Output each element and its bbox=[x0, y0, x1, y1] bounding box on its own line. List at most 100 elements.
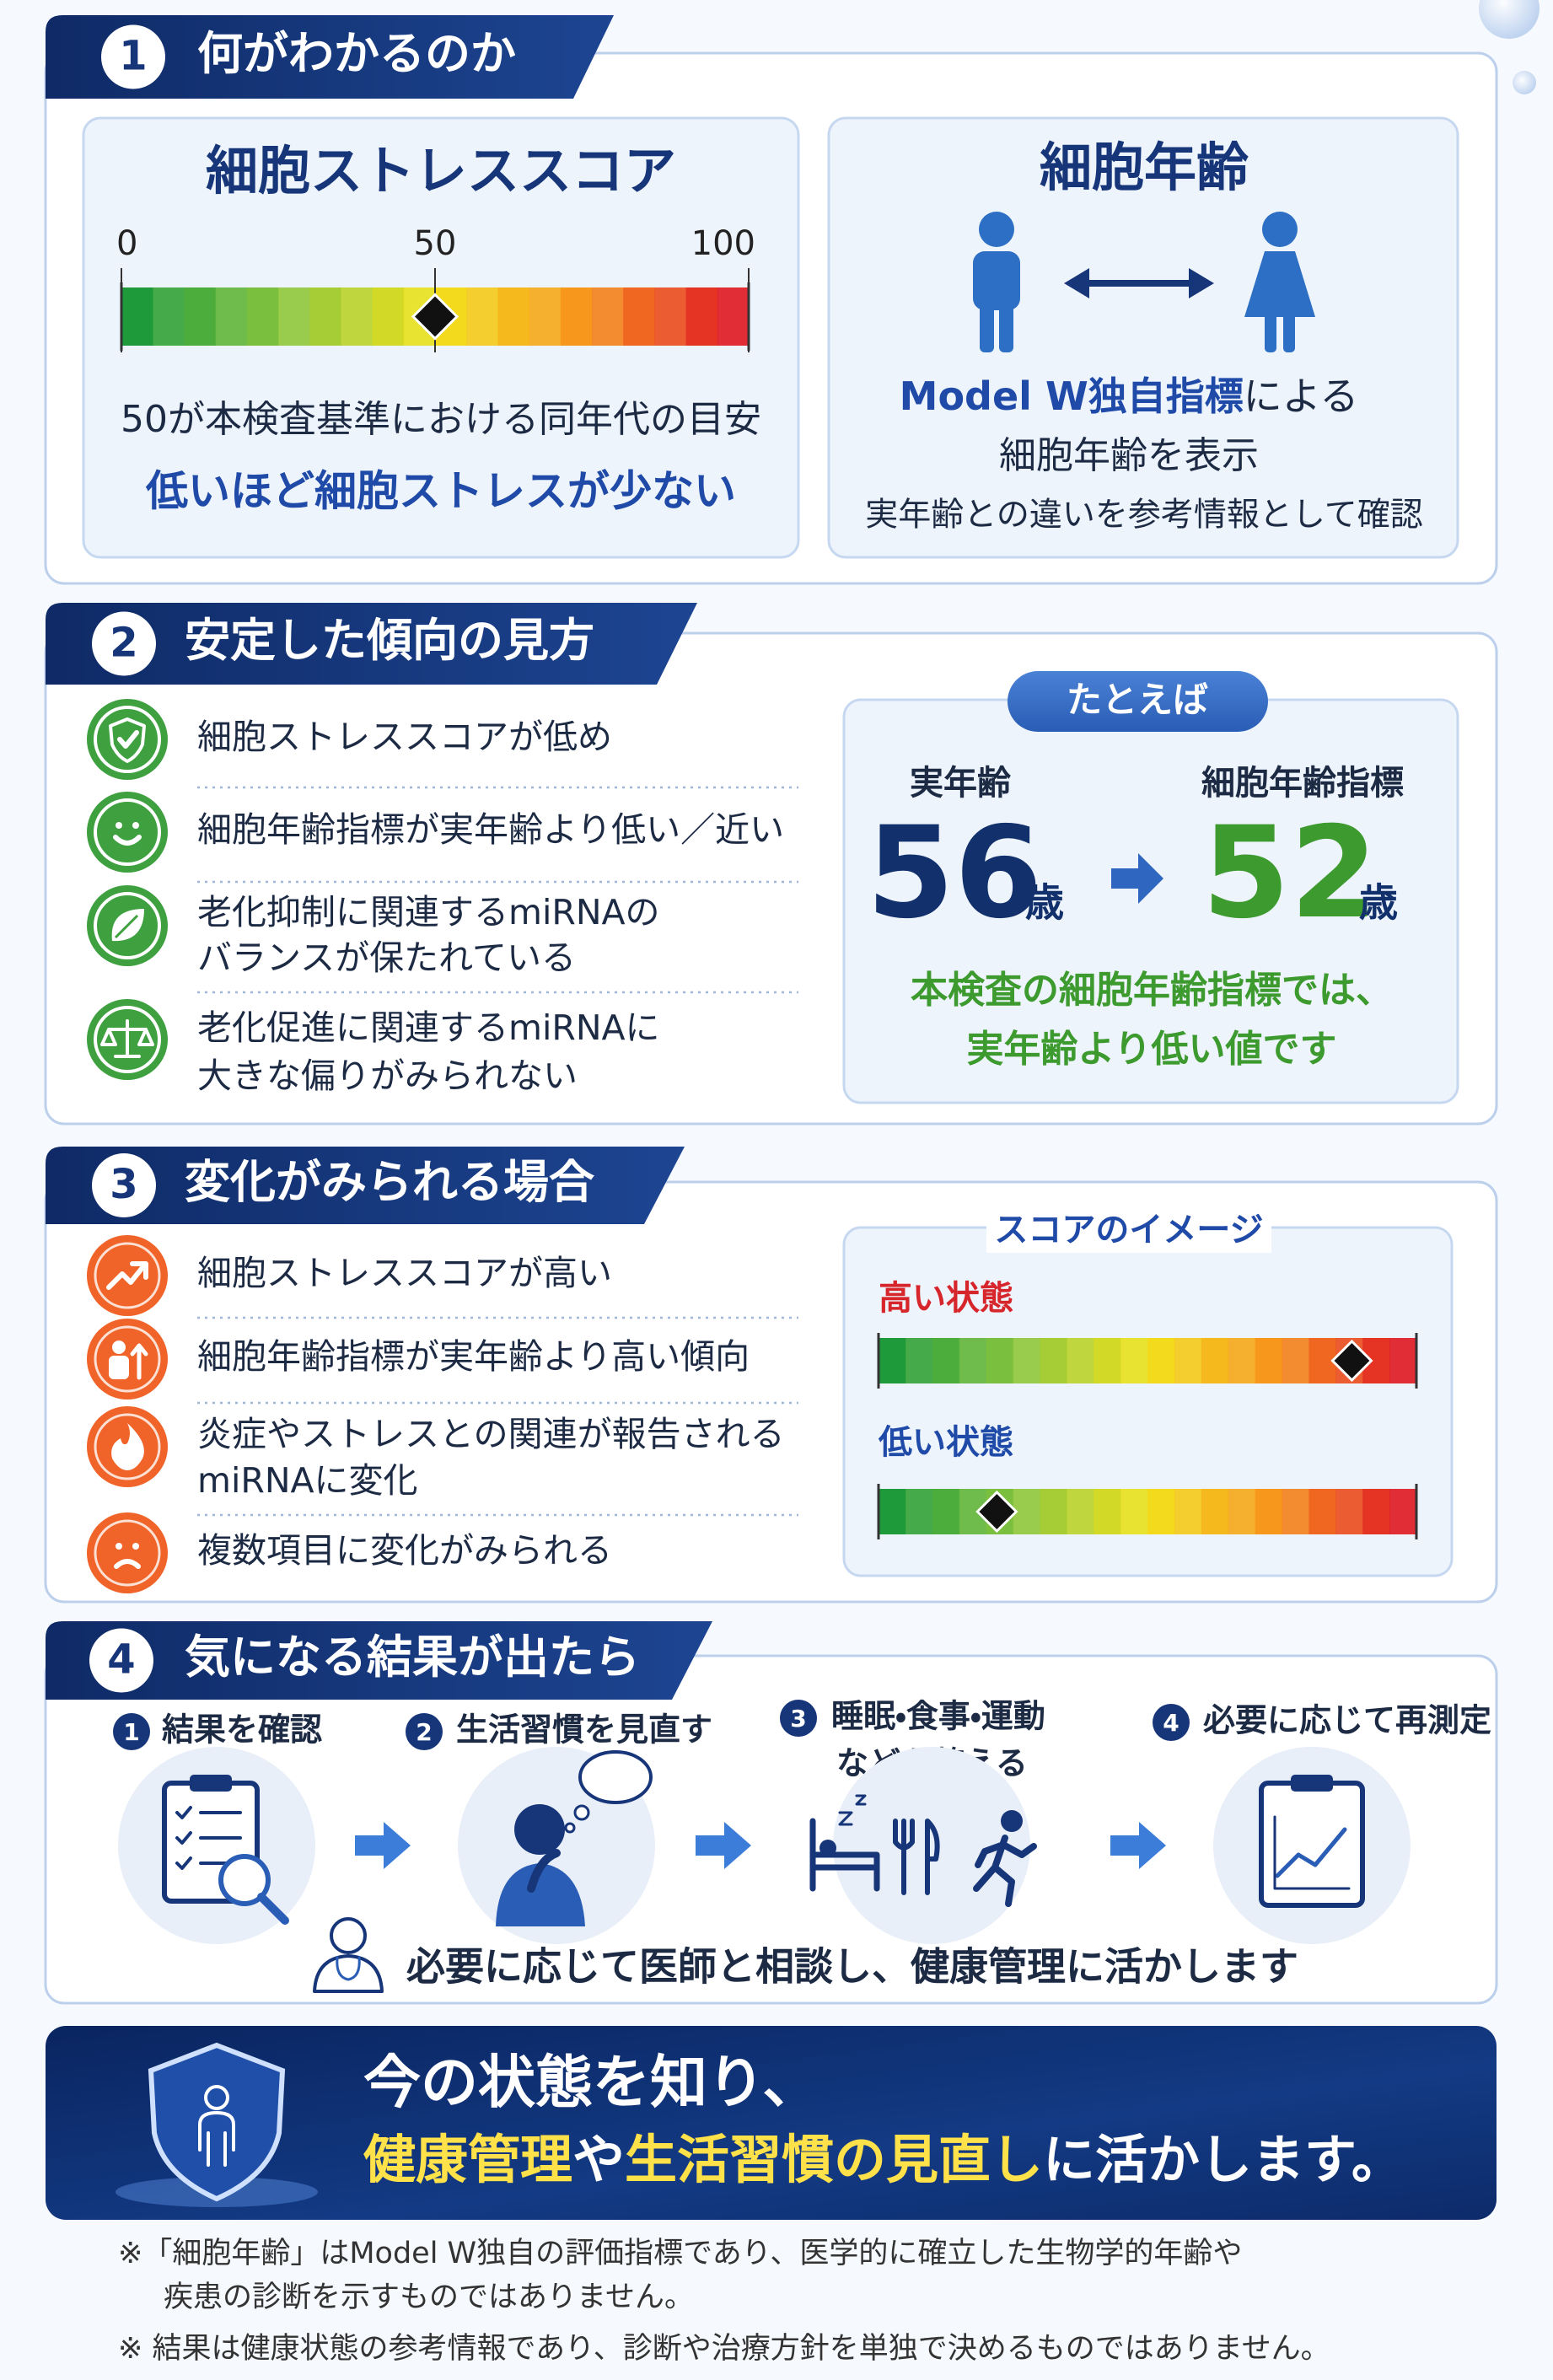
list-item-text: 複数項目に変化がみられる bbox=[197, 1530, 612, 1571]
status-icon-ring bbox=[94, 1006, 161, 1073]
gauge-tick-label: 0 bbox=[116, 224, 137, 263]
gauge-segment bbox=[879, 1489, 906, 1534]
gauge-segment bbox=[1040, 1489, 1067, 1534]
trend-icon bbox=[106, 1263, 147, 1290]
gauge-segment bbox=[1094, 1338, 1121, 1383]
shield-person-head bbox=[204, 2085, 229, 2110]
thought-bubble-icon bbox=[573, 1804, 590, 1821]
gauge-segment bbox=[1228, 1338, 1256, 1383]
section-number-badge bbox=[101, 24, 165, 89]
list-item-text: 細胞年齢指標が実年齢より低い／近い bbox=[197, 809, 784, 850]
card-note: 50が本検査基準における同年代の目安 bbox=[121, 398, 761, 441]
doctor-icon-body bbox=[313, 1954, 384, 1993]
section-number-badge bbox=[89, 1628, 153, 1693]
gauge-segment bbox=[1120, 1489, 1148, 1534]
gauge-label: 低い状態 bbox=[878, 1423, 1013, 1462]
thought-bubble-icon bbox=[578, 1750, 653, 1804]
gauge-segment bbox=[1040, 1338, 1067, 1383]
step-icon-bg bbox=[833, 1747, 1030, 1944]
section-number: 2 bbox=[110, 620, 137, 667]
list-item-text: 細胞ストレススコアが高い bbox=[197, 1253, 612, 1293]
section-title: 変化がみられる場合 bbox=[185, 1156, 595, 1209]
gauge-segment bbox=[184, 287, 217, 346]
gauge-segment bbox=[623, 287, 655, 346]
section-tab bbox=[46, 603, 697, 685]
gauge-segment bbox=[1174, 1338, 1202, 1383]
step-number: 4 bbox=[1163, 1709, 1179, 1737]
gauge-segment bbox=[153, 287, 185, 346]
card-title-backdrop bbox=[986, 1211, 1271, 1253]
sad-icon-eye bbox=[132, 1543, 139, 1550]
banner bbox=[46, 2026, 1497, 2220]
sad-icon-mouth bbox=[114, 1559, 141, 1569]
thinker-icon-hand bbox=[527, 1849, 561, 1893]
gauge-segment bbox=[1255, 1489, 1283, 1534]
gauge-label: 高い状態 bbox=[879, 1279, 1013, 1318]
thinker-icon-body bbox=[496, 1863, 585, 1926]
score-marker bbox=[411, 293, 459, 341]
woman-icon-dress bbox=[1244, 251, 1315, 317]
gauge-segment bbox=[879, 1338, 906, 1383]
chart-clipboard-icon-line bbox=[1275, 1827, 1347, 1878]
alert-icon-ring bbox=[94, 1413, 161, 1480]
gauge-segment bbox=[1147, 1338, 1175, 1383]
gauge-segment bbox=[529, 287, 562, 346]
banner-highlight: 健康管理 bbox=[363, 2129, 572, 2190]
list-item-text: 老化促進に関連するmiRNAに bbox=[197, 1007, 660, 1048]
gauge-segment bbox=[685, 287, 718, 346]
runner-icon-body bbox=[973, 1835, 1037, 1907]
card-title: 細胞ストレススコア bbox=[206, 140, 676, 201]
banner-text: に活かします。 bbox=[1043, 2129, 1404, 2190]
gauge-segment bbox=[215, 287, 248, 346]
section-title: 安定した傾向の見方 bbox=[185, 614, 594, 667]
gauge-segment bbox=[1201, 1489, 1229, 1534]
runner-icon-head bbox=[1001, 1810, 1023, 1832]
gauge-segment bbox=[560, 287, 593, 346]
footnote: ※「細胞年齢」はModel W独自の評価指標であり、医学的に確立した生物学的年齢… bbox=[118, 2237, 1242, 2270]
gauge-segment bbox=[959, 1338, 987, 1383]
example-actual-value: 56 bbox=[867, 800, 1043, 947]
status-icon bbox=[87, 792, 168, 873]
section-tab bbox=[46, 1147, 685, 1224]
example-conclusion: 本検査の細胞年齢指標では、 bbox=[911, 969, 1393, 1012]
man-icon-leg bbox=[980, 300, 994, 352]
section-box bbox=[44, 1654, 1498, 2005]
example-label: たとえば bbox=[1067, 680, 1208, 721]
example-index-value: 52 bbox=[1202, 800, 1378, 947]
chart-clipboard-icon-axis bbox=[1273, 1815, 1351, 1890]
gauge-segment bbox=[905, 1338, 933, 1383]
alert-icon-ring bbox=[94, 1242, 161, 1309]
gauge-segment bbox=[654, 287, 687, 346]
banner-line: 今の状態を知り、 bbox=[363, 2050, 819, 2117]
balance-icon bbox=[100, 1019, 154, 1058]
smile-icon-eye bbox=[116, 822, 122, 829]
magnifier-icon bbox=[218, 1854, 271, 1906]
shield-check-icon bbox=[109, 717, 146, 763]
shield-check-icon bbox=[117, 730, 139, 749]
step-arrow bbox=[696, 1822, 751, 1869]
step-number-badge bbox=[1153, 1704, 1190, 1741]
step-label: 必要に応じて再測定 bbox=[1203, 1702, 1491, 1739]
knife-icon bbox=[925, 1819, 940, 1895]
plain-text: による bbox=[1244, 373, 1359, 419]
bed-icon-pillow bbox=[819, 1840, 836, 1856]
banner-text: や bbox=[572, 2129, 625, 2190]
example-pill bbox=[1008, 671, 1268, 732]
gauge-segment bbox=[1147, 1489, 1175, 1534]
list-item-text: 細胞ストレススコアが低め bbox=[197, 717, 612, 757]
smile-icon-mouth bbox=[113, 835, 142, 846]
fork-icon bbox=[893, 1819, 915, 1895]
doctor-icon-stethoscope bbox=[336, 1956, 361, 1981]
chart-clipboard-icon bbox=[1259, 1781, 1365, 1908]
chart-clipboard-icon-clip bbox=[1291, 1775, 1333, 1792]
step-label: 結果を確認 bbox=[162, 1711, 322, 1749]
step-number: 1 bbox=[123, 1718, 139, 1746]
status-icon-ring bbox=[94, 706, 161, 773]
example-unit: 歳 bbox=[1359, 880, 1398, 926]
section-number: 3 bbox=[110, 1161, 137, 1208]
alert-icon-ring bbox=[94, 1325, 161, 1393]
list-item-text: miRNAに変化 bbox=[197, 1460, 418, 1501]
gauge-segment bbox=[1067, 1489, 1094, 1534]
step-arrow bbox=[355, 1822, 411, 1869]
